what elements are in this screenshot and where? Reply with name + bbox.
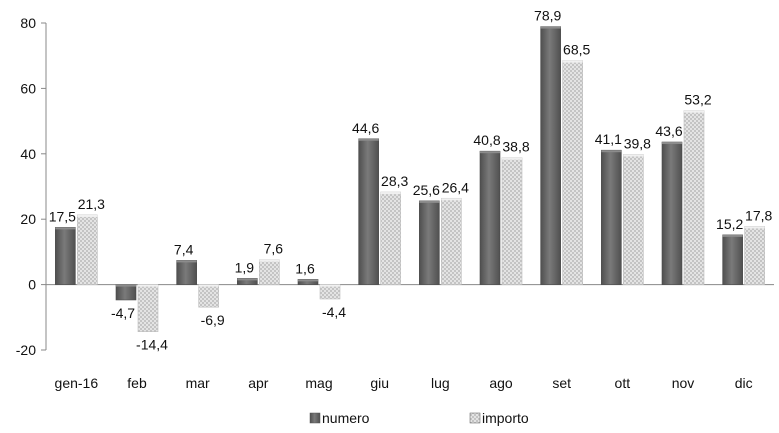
- x-tick-label: giu: [370, 375, 389, 391]
- bar-numero-ago: [479, 150, 501, 285]
- data-label-numero-gen-16: 17,5: [49, 208, 76, 224]
- x-tick-label: dic: [735, 375, 753, 391]
- bar-cap-importo-giu: [380, 192, 401, 195]
- data-label-numero-giu: 44,6: [352, 120, 379, 136]
- y-tick-label: 40: [20, 146, 36, 162]
- bar-importo-giu: [380, 191, 401, 285]
- legend-swatch-numero: [309, 412, 321, 424]
- data-label-importo-gen-16: 21,3: [78, 196, 105, 212]
- bar-numero-mar: [176, 260, 197, 285]
- y-tick-label: 20: [20, 211, 36, 227]
- bar-numero-lug: [419, 200, 440, 285]
- data-label-numero-ott: 41,1: [595, 131, 622, 147]
- bar-cap-importo-nov: [684, 110, 704, 113]
- y-tick-label: 60: [20, 80, 36, 96]
- x-tick-label: feb: [127, 375, 147, 391]
- bar-numero-dic: [722, 234, 743, 285]
- bar-numero-nov: [661, 141, 683, 285]
- bar-cap-importo-ago: [502, 157, 522, 160]
- bar-cap-numero-dic: [722, 234, 743, 237]
- bar-importo-gen-16: [77, 214, 98, 285]
- data-label-importo-ago: 38,8: [502, 139, 529, 155]
- bar-cap-numero-ott: [601, 150, 622, 153]
- bar-importo-set: [562, 60, 583, 285]
- data-label-importo-feb: -14,4: [136, 337, 168, 353]
- data-label-importo-nov: 53,2: [684, 92, 711, 108]
- data-label-numero-nov: 43,6: [655, 123, 682, 139]
- x-tick-label: ott: [615, 375, 631, 391]
- bar-cap-importo-lug: [441, 198, 462, 201]
- bar-cap-importo-dic: [744, 226, 765, 229]
- legend-label-numero: numero: [322, 410, 370, 426]
- data-label-numero-apr: 1,9: [235, 259, 255, 275]
- x-tick-label: nov: [672, 375, 695, 391]
- data-label-importo-giu: 28,3: [381, 173, 408, 189]
- data-label-numero-mag: 1,6: [295, 260, 315, 276]
- bar-cap-numero-set: [540, 26, 561, 29]
- bar-cap-importo-mar: [198, 284, 219, 287]
- bar-cap-numero-nov: [662, 142, 682, 145]
- data-label-numero-lug: 25,6: [413, 182, 440, 198]
- x-tick-label: lug: [431, 375, 450, 391]
- bar-importo-mag: [319, 284, 341, 300]
- data-label-importo-dic: 17,8: [745, 207, 772, 223]
- bar-cap-numero-mag: [298, 279, 318, 282]
- legend-swatch-importo: [469, 412, 481, 424]
- bar-numero-ott: [601, 149, 622, 285]
- y-tick-label: -20: [16, 342, 36, 358]
- x-tick-label: ago: [489, 375, 513, 391]
- bar-numero-set: [540, 26, 561, 285]
- x-tick-label: mag: [305, 375, 332, 391]
- bar-cap-numero-mar: [176, 260, 197, 263]
- bar-importo-ago: [501, 157, 523, 285]
- bars-layer: [55, 26, 765, 332]
- bar-cap-numero-apr: [237, 278, 258, 281]
- bar-cap-importo-feb: [138, 284, 158, 287]
- data-label-importo-set: 68,5: [563, 42, 590, 58]
- bar-importo-apr: [259, 259, 280, 285]
- bar-cap-numero-gen-16: [55, 227, 76, 230]
- bar-numero-gen-16: [55, 227, 76, 285]
- bar-cap-importo-set: [562, 60, 583, 63]
- data-label-importo-mar: -6,9: [201, 312, 225, 328]
- axes-layer: -20 0 20 40 60 80 gen-16 feb mar apr mag giu lug ago s…: [16, 15, 774, 391]
- x-tick-label: gen-16: [55, 375, 99, 391]
- bar-importo-ott: [623, 154, 644, 285]
- x-tick-label: mar: [186, 375, 210, 391]
- data-label-numero-feb: -4,7: [111, 305, 135, 321]
- legend-label-importo: importo: [482, 410, 529, 426]
- bar-numero-giu: [358, 138, 379, 285]
- data-label-numero-set: 78,9: [534, 8, 561, 24]
- bar-cap-importo-gen-16: [77, 214, 98, 217]
- bar-cap-importo-ott: [623, 154, 644, 157]
- bar-cap-numero-ago: [480, 151, 500, 154]
- bar-importo-lug: [441, 197, 462, 285]
- data-label-numero-mar: 7,4: [174, 241, 194, 257]
- bar-numero-feb: [115, 284, 137, 301]
- data-label-importo-mag: -4,4: [322, 304, 346, 320]
- bar-cap-numero-giu: [358, 138, 379, 141]
- y-tick-label: 0: [28, 277, 36, 293]
- bar-cap-numero-feb: [116, 284, 136, 287]
- bar-importo-mar: [198, 284, 219, 308]
- bar-cap-importo-mag: [320, 284, 340, 287]
- data-label-importo-apr: 7,6: [264, 241, 284, 257]
- bar-importo-dic: [744, 226, 765, 285]
- data-labels-layer: 17,521,3 -4,7-14,4 7,4 -6,9 1,9 7,6 1,6 -4,4 44,…: [49, 8, 773, 353]
- x-tick-label: apr: [248, 375, 269, 391]
- data-label-importo-ott: 39,8: [624, 135, 651, 151]
- bar-cap-importo-apr: [259, 259, 280, 262]
- data-label-numero-ago: 40,8: [473, 132, 500, 148]
- bar-cap-numero-lug: [419, 200, 440, 203]
- data-label-numero-dic: 15,2: [716, 216, 743, 232]
- legend: numero importo: [309, 410, 529, 426]
- data-label-importo-lug: 26,4: [442, 179, 469, 195]
- bar-importo-feb: [137, 284, 159, 332]
- x-tick-label: set: [552, 375, 571, 391]
- bar-importo-nov: [683, 110, 705, 285]
- y-tick-label: 80: [20, 15, 36, 31]
